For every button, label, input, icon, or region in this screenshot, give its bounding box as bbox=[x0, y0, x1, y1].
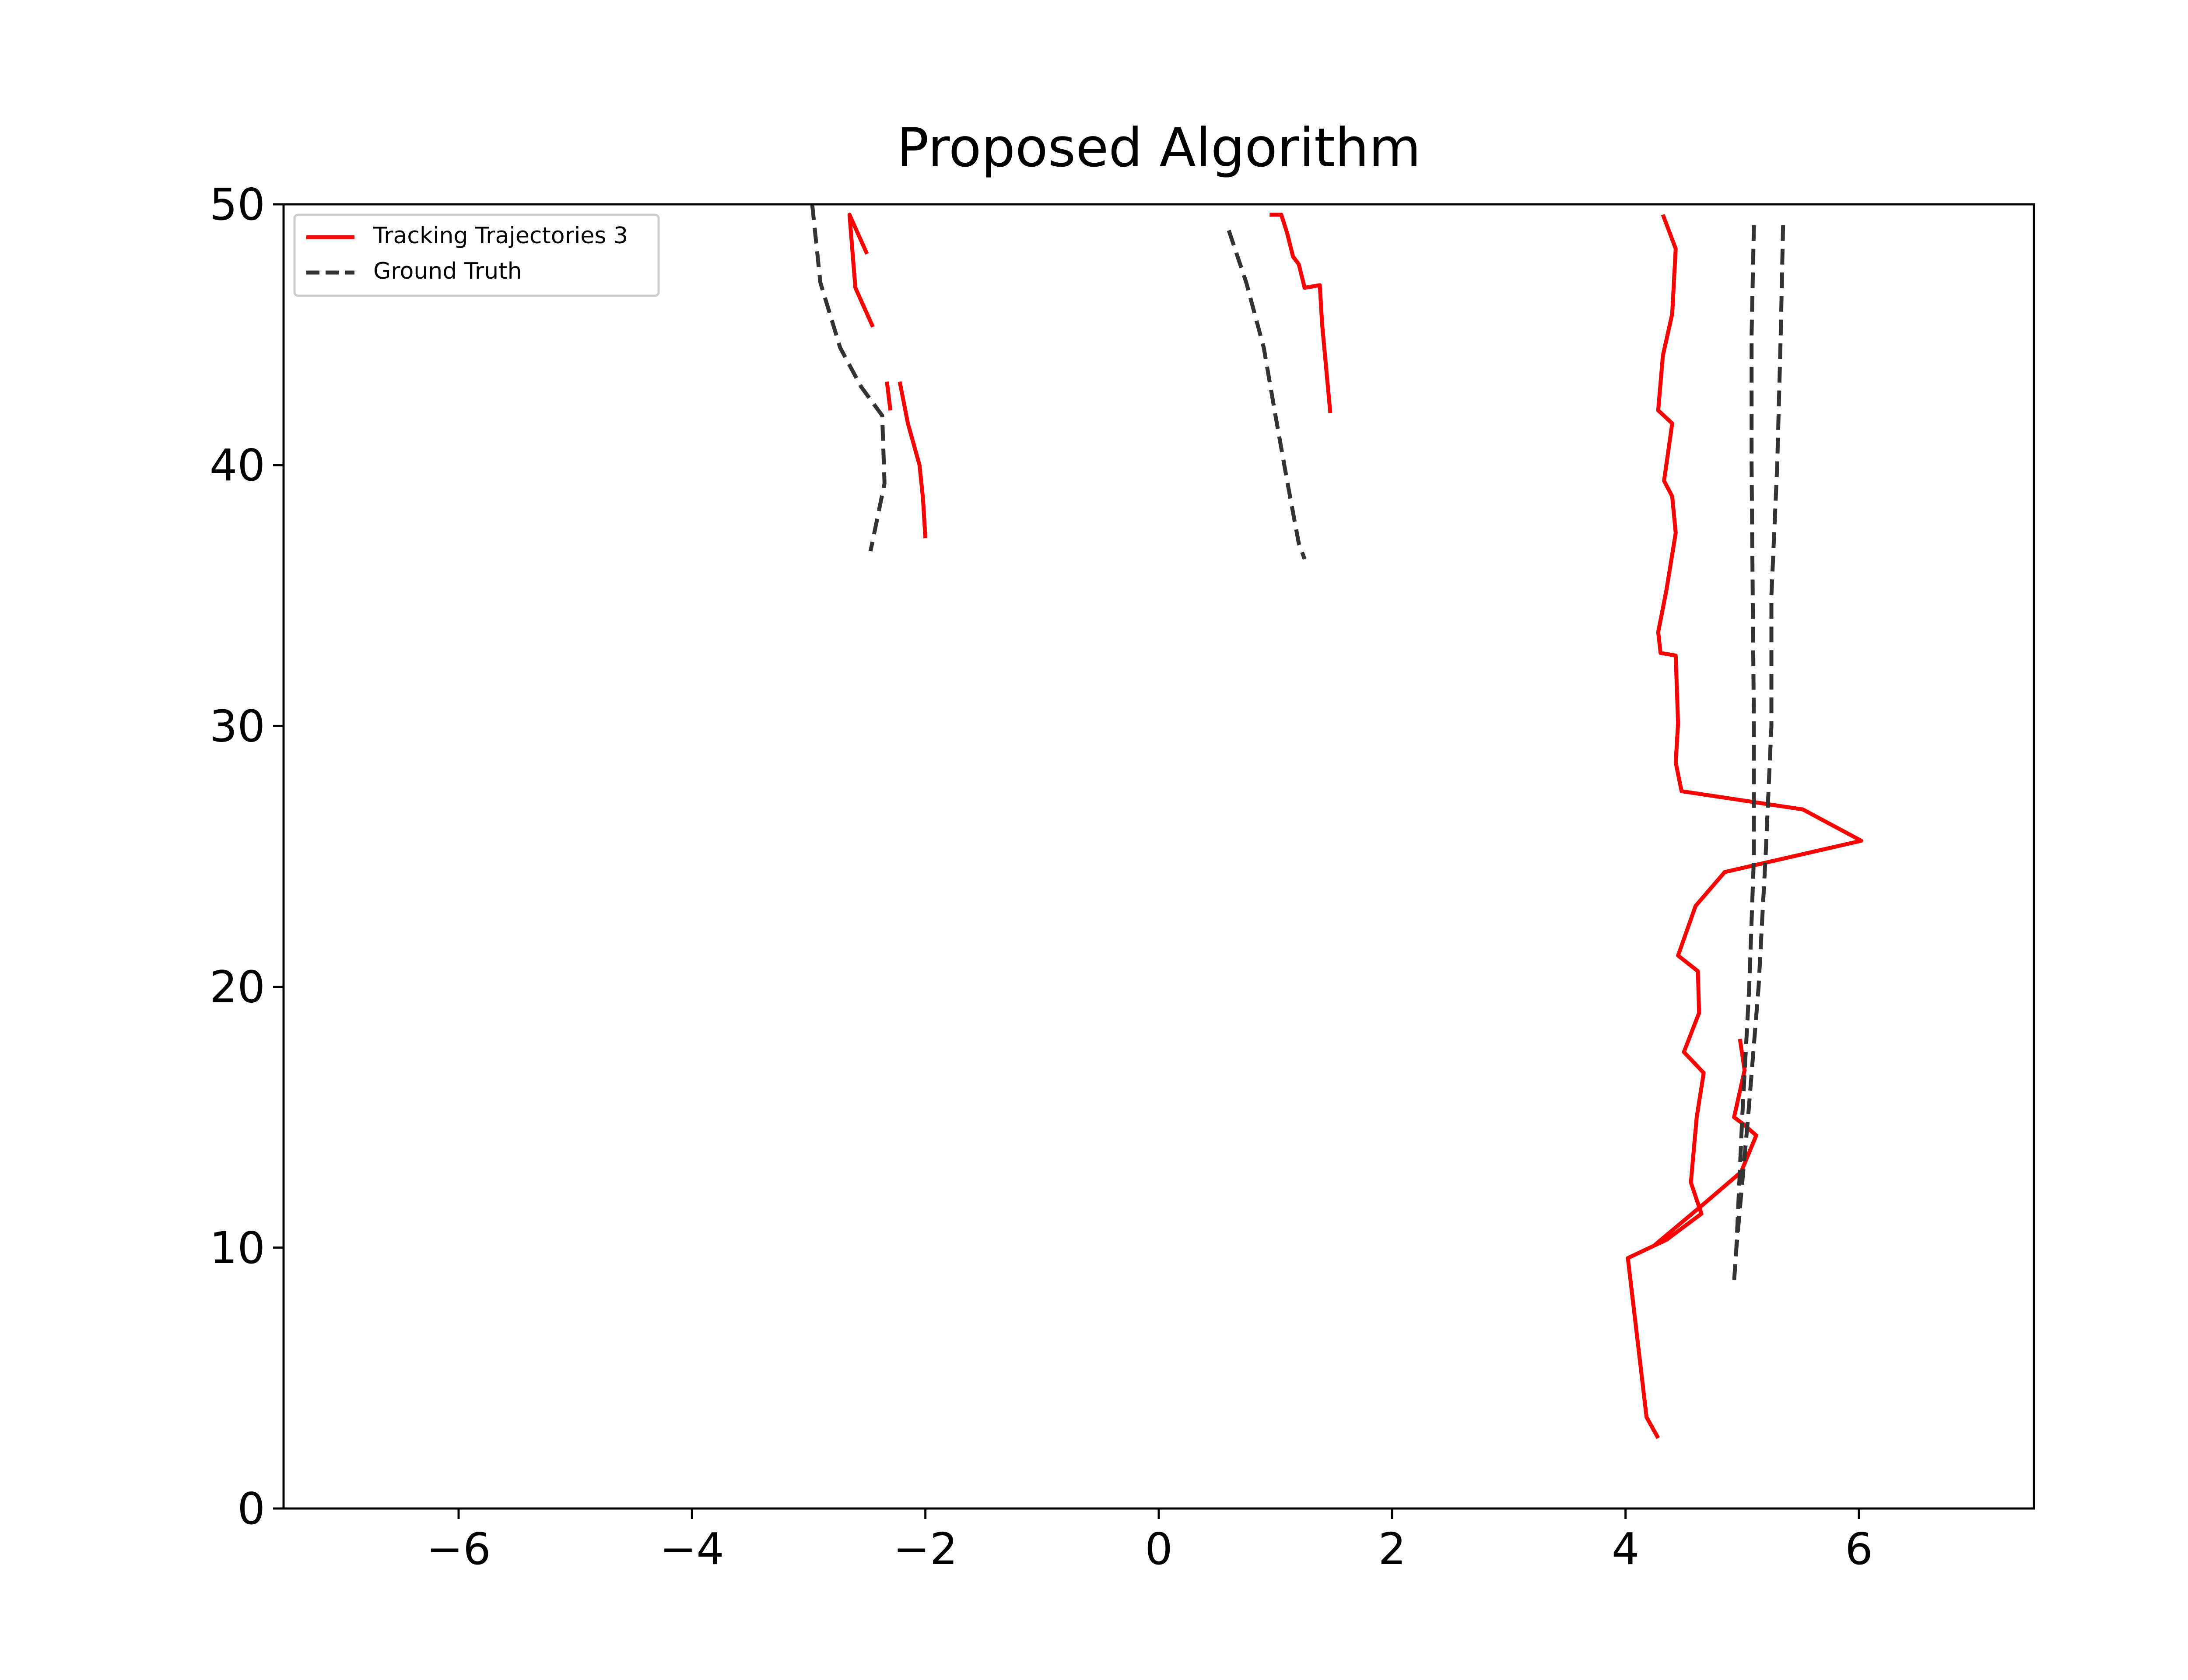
x-tick-label: −2 bbox=[893, 1523, 957, 1575]
chart-title: Proposed Algorithm bbox=[897, 117, 1421, 179]
tracking-trajectory-line-2 bbox=[885, 381, 893, 411]
ground-truth-line-8 bbox=[1227, 230, 1307, 560]
legend-label-tracking: Tracking Trajectories 3 bbox=[373, 223, 628, 249]
x-tick-label: −6 bbox=[426, 1523, 491, 1575]
y-tick-label: 30 bbox=[210, 700, 265, 752]
ground-truth-line-10 bbox=[1734, 225, 1785, 1248]
legend: Tracking Trajectories 3 Ground Truth bbox=[293, 214, 660, 297]
legend-label-ground-truth: Ground Truth bbox=[373, 258, 522, 284]
x-tick-label: 4 bbox=[1612, 1523, 1640, 1575]
plot-area bbox=[810, 204, 1863, 1439]
y-tick-label: 50 bbox=[210, 179, 265, 230]
axis-ticks: −6 −4 −2 0 2 4 6 0 10 20 30 40 50 bbox=[210, 179, 1873, 1575]
tracking-trajectory-line-5 bbox=[1626, 214, 1863, 1439]
y-tick-label: 40 bbox=[210, 440, 265, 491]
y-tick-label: 20 bbox=[210, 962, 265, 1013]
x-tick-label: 2 bbox=[1378, 1523, 1406, 1575]
legend-box bbox=[293, 214, 660, 297]
y-tick-label: 10 bbox=[210, 1222, 265, 1274]
ground-truth-line-9 bbox=[1732, 225, 1756, 1282]
ground-truth-line-7 bbox=[810, 204, 887, 552]
x-tick-label: 0 bbox=[1145, 1523, 1173, 1575]
x-tick-label: 6 bbox=[1845, 1523, 1873, 1575]
y-tick-label: 0 bbox=[237, 1483, 265, 1534]
x-tick-label: −4 bbox=[660, 1523, 724, 1575]
tracking-trajectory-line-4 bbox=[1269, 213, 1332, 413]
tracking-trajectory-line-1 bbox=[847, 213, 875, 328]
tracking-trajectory-line-3 bbox=[898, 381, 928, 539]
